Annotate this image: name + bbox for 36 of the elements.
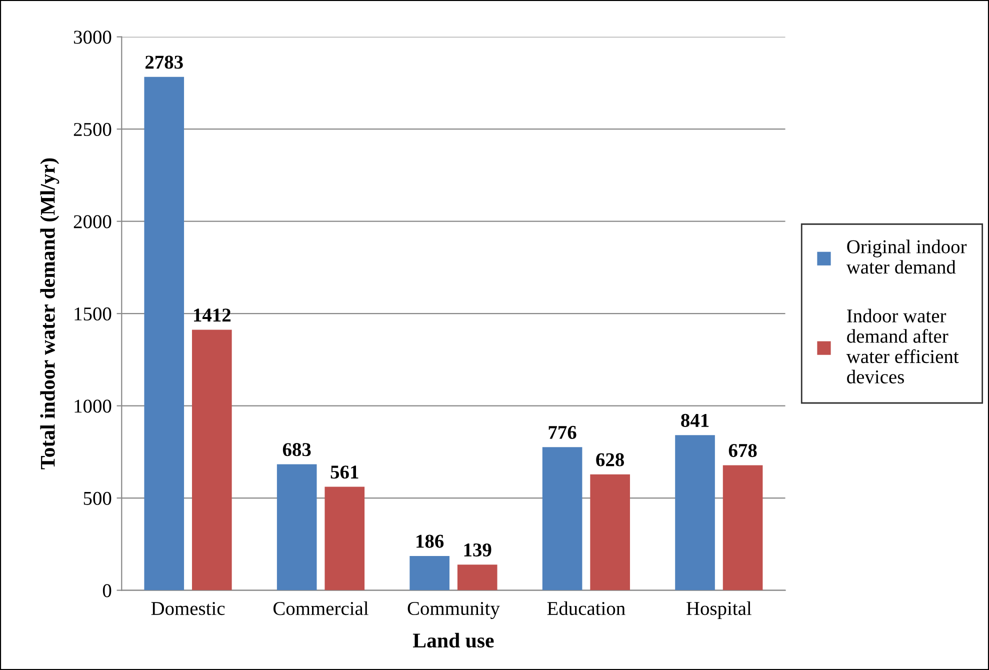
y-axis-title: Total indoor water demand (Ml/yr) [40,158,60,470]
bar [542,447,582,590]
data-label: 841 [681,414,709,428]
data-label: 561 [330,466,358,479]
data-label: 683 [282,443,311,456]
legend-label: Indoor water demand after water efficient devices [846,308,959,384]
data-label: 1412 [194,308,231,322]
y-tick-label: 0 [102,584,112,598]
bar [410,556,450,590]
x-tick-label: Education [547,601,626,616]
bar [276,464,317,590]
data-label: 678 [728,444,757,458]
y-tick-label: 2500 [74,122,112,136]
x-tick-label: Domestic [151,602,225,616]
bar [144,76,184,590]
x-axis-title: Land use [412,632,494,648]
data-label: 139 [464,543,492,557]
data-label: 628 [596,453,624,466]
bar [590,474,630,590]
x-tick-label: Commercial [273,601,368,616]
y-tick-label: 2000 [74,215,112,228]
legend-label: Original indoor water demand [846,240,967,274]
x-tick-label: Community [408,602,500,620]
y-tick-label: 3000 [74,30,112,44]
y-tick-label: 500 [84,492,112,505]
y-tick-label: 1500 [74,307,112,320]
x-tick-label: Hospital [686,601,752,620]
data-label: 2783 [145,56,183,69]
bar [675,435,715,590]
y-tick-label: 1000 [74,400,112,413]
bar [192,330,232,590]
bar [457,564,498,590]
bar [722,465,763,590]
data-label: 186 [416,534,444,548]
bar [324,486,365,590]
data-label: 776 [548,426,576,439]
